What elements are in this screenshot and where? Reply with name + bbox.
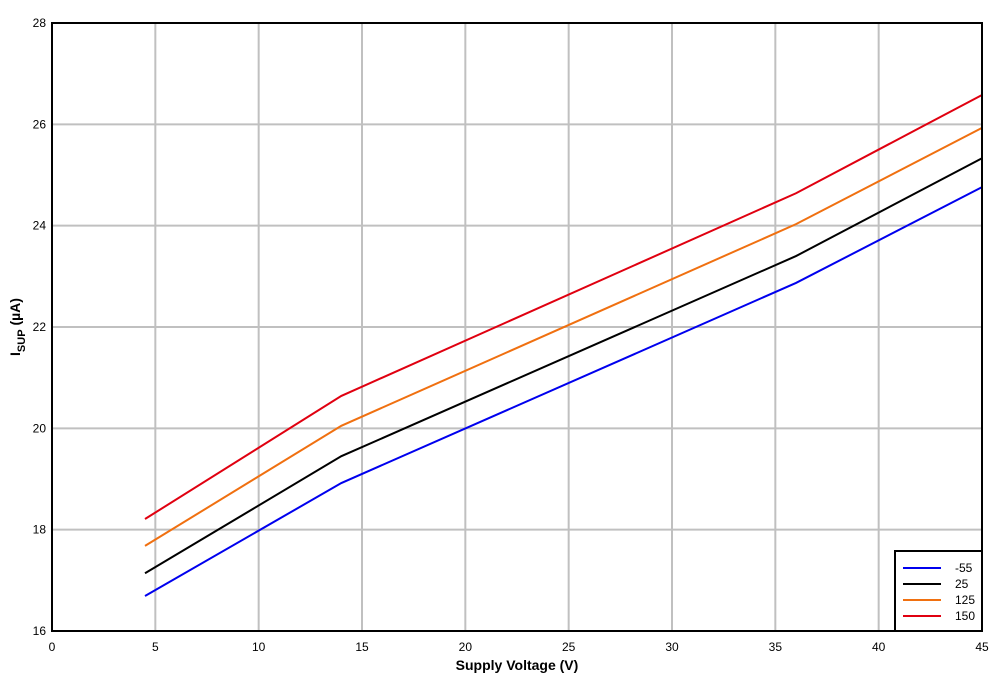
x-axis-label: Supply Voltage (V) [456,657,579,673]
y-axis-label: ISUP (µA) [7,298,28,356]
y-tick-label: 24 [33,219,47,233]
y-tick-label: 22 [33,320,47,334]
y-label-unit: (µA) [7,298,23,329]
series-line [144,94,983,520]
series-line [144,186,983,597]
x-tick-label: 5 [152,640,159,654]
legend-label: 150 [955,609,975,623]
x-tick-label: 35 [769,640,783,654]
series-line [144,157,983,575]
legend-label: -55 [955,561,973,575]
x-tick-label: 45 [975,640,989,654]
x-tick-label: 30 [665,640,679,654]
x-tick-label: 10 [252,640,266,654]
legend-box [894,550,983,632]
y-label-sub: SUP [16,329,28,352]
legend-label: 25 [955,577,969,591]
y-tick-label: 26 [33,117,47,131]
y-tick-label: 20 [33,421,47,435]
series-line [144,126,983,547]
x-tick-label: 25 [562,640,576,654]
plot-frame [51,22,983,632]
y-tick-label: 16 [33,624,47,638]
legend-label: 125 [955,593,975,607]
y-tick-label: 28 [33,16,47,30]
y-label-main: I [7,352,23,356]
y-tick-label: 18 [33,523,47,537]
x-tick-label: 20 [459,640,473,654]
x-tick-label: 15 [355,640,369,654]
x-tick-label: 40 [872,640,886,654]
x-tick-label: 0 [49,640,56,654]
